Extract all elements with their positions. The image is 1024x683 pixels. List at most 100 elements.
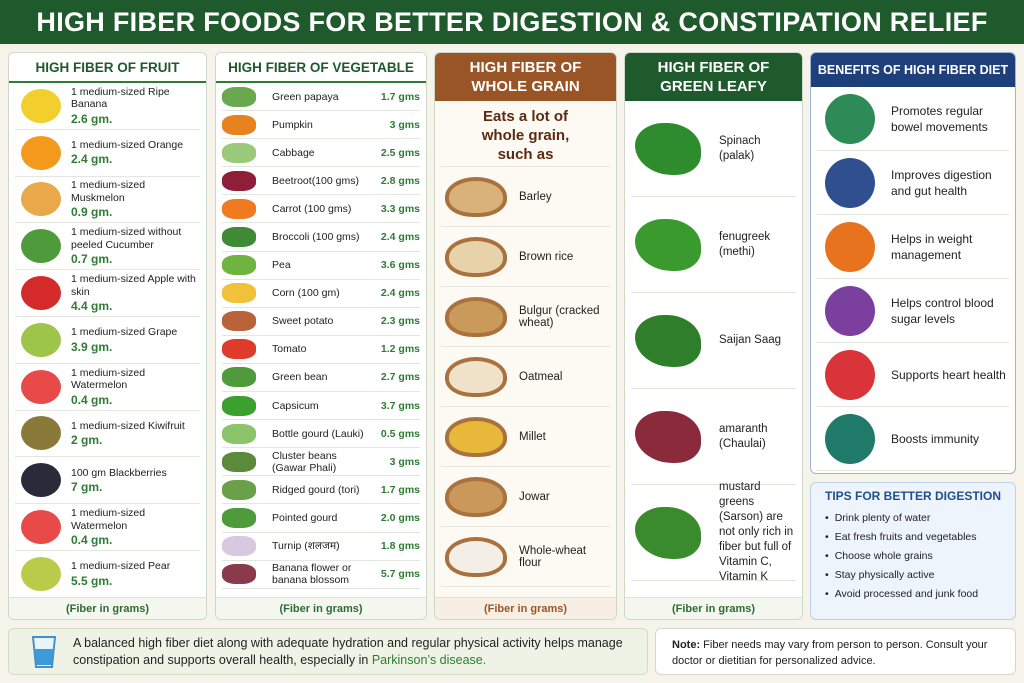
food-image: [21, 556, 61, 591]
panel-title: HIGH FIBER OF FRUIT: [9, 53, 206, 83]
food-image: [21, 88, 61, 123]
food-row: Sweet potato 2.3 gms: [222, 308, 420, 336]
food-row: 1 medium-sized Grape 3.9 gm.: [15, 317, 200, 364]
food-image: [21, 416, 61, 451]
food-text: 1 medium-sized Watermelon 0.4 gm.: [71, 507, 200, 547]
food-name: Green papaya: [272, 90, 339, 103]
benefit-icon: [825, 349, 875, 400]
fiber-amount: 3.9 gm.: [71, 339, 113, 354]
fiber-amount: 2.8 gms: [380, 174, 420, 187]
benefit-icon: [825, 93, 875, 144]
food-image: [222, 507, 256, 528]
food-image: [222, 283, 256, 304]
food-row: Pumpkin 3 gms: [222, 111, 420, 140]
benefit-text: Helps control blood sugar levels: [891, 295, 994, 326]
food-row: mustard greens (Sarson) are not only ric…: [631, 481, 796, 583]
tips-box: TIPS FOR BETTER DIGESTION Drink plenty o…: [810, 482, 1016, 620]
food-image: [222, 564, 256, 585]
food-row: Corn (100 gm) 2.4 gms: [222, 280, 420, 308]
summary-box: A balanced high fiber diet along with ad…: [8, 628, 648, 675]
food-image: [222, 367, 256, 388]
food-row: Saijan Saag: [631, 293, 796, 389]
food-name: Pointed gourd: [272, 511, 338, 524]
food-image: [635, 218, 701, 271]
food-name: Sweet potato: [272, 315, 334, 328]
food-row: Millet: [441, 407, 610, 467]
food-row: 1 medium-sized Muskmelon 0.9 gm.: [15, 177, 200, 224]
food-name: Turnip (शलजम): [272, 540, 340, 553]
food-row: Turnip (शलजम) 1.8 gms: [222, 533, 420, 561]
food-image: [21, 276, 61, 311]
food-image: [222, 86, 256, 107]
fiber-amount: 7 gm.: [71, 480, 103, 495]
food-text: 1 medium-sized Watermelon 0.4 gm.: [71, 367, 200, 407]
food-row: Green papaya 1.7 gms: [222, 83, 420, 112]
food-image: [445, 236, 507, 277]
food-row: Bulgur (cracked wheat): [441, 287, 610, 347]
fiber-amount: 3.7 gms: [380, 399, 420, 412]
food-name: 1 medium-sized Grape: [71, 326, 178, 339]
food-name: 1 medium-sized Muskmelon: [71, 179, 146, 204]
food-row: 1 medium-sized Apple with skin 4.4 gm.: [15, 270, 200, 317]
food-name: Barley: [519, 190, 552, 203]
food-row: Green bean 2.7 gms: [222, 364, 420, 393]
leafy-panel: HIGH FIBER OF GREEN LEAFY Spinach (palak…: [624, 52, 803, 620]
fiber-amount: 2.6 gm.: [71, 111, 113, 126]
panel-title: HIGH FIBER OF VEGETABLE: [216, 53, 426, 83]
panel-footer: (Fiber in grams): [9, 597, 206, 619]
food-name: 1 medium-sized Apple with skin: [71, 273, 196, 298]
food-name: Jowar: [519, 490, 550, 503]
benefit-icon: [825, 285, 875, 336]
fiber-amount: 0.4 gm.: [71, 533, 113, 548]
food-name: amaranth (Chaulai): [719, 422, 768, 450]
food-image: [222, 339, 256, 360]
food-row: 1 medium-sized Watermelon 0.4 gm.: [15, 364, 200, 411]
food-name: Oatmeal: [519, 370, 563, 383]
food-image: [635, 314, 701, 367]
food-row: Broccoli (100 gms) 2.4 gms: [222, 223, 420, 252]
food-name: 1 medium-sized Orange: [71, 138, 184, 151]
food-name: mustard greens (Sarson) are not only ric…: [719, 481, 794, 583]
food-row: Whole-wheat flour: [441, 527, 610, 587]
food-image: [21, 182, 61, 217]
food-row: Cabbage 2.5 gms: [222, 139, 420, 168]
food-image: [445, 176, 507, 217]
food-name: Broccoli (100 gms): [272, 231, 360, 244]
food-name: Brown rice: [519, 250, 574, 263]
fiber-amount: 2.0 gms: [380, 511, 420, 524]
fiber-amount: 2 gm.: [71, 433, 103, 448]
food-row: Banana flower or banana blossom 5.7 gms: [222, 561, 420, 589]
food-row: 1 medium-sized Watermelon 0.4 gm.: [15, 504, 200, 551]
food-name: 1 medium-sized Pear: [71, 560, 171, 573]
food-row: 1 medium-sized without peeled Cucumber 0.…: [15, 223, 200, 271]
water-glass-icon: [31, 636, 57, 668]
food-image: [635, 410, 701, 463]
fiber-amount: 1.7 gms: [380, 483, 420, 496]
food-text: 1 medium-sized Grape 3.9 gm.: [71, 326, 177, 354]
fiber-amount: 3 gms: [389, 118, 420, 131]
benefit-text: Promotes regular bowel movements: [891, 103, 988, 134]
food-name: Tomato: [272, 343, 307, 356]
food-row: Pointed gourd 2.0 gms: [222, 504, 420, 533]
panel-title: HIGH FIBER OF GREEN LEAFY: [625, 53, 802, 101]
benefit-text: Boosts immunity: [891, 431, 980, 446]
food-name: 1 medium-sized Kiwifruit: [71, 419, 185, 432]
food-name: Spinach (palak): [719, 134, 761, 162]
fiber-amount: 5.7 gms: [380, 568, 420, 581]
food-image: [222, 311, 256, 332]
food-text: 1 medium-sized Kiwifruit 2 gm.: [71, 420, 185, 448]
food-text: 1 medium-sized Apple with skin 4.4 gm.: [71, 273, 200, 313]
fiber-amount: 2.4 gm.: [71, 152, 113, 167]
fiber-amount: 0.7 gm.: [71, 252, 113, 267]
food-image: [222, 451, 256, 472]
food-text: 1 medium-sized Muskmelon 0.9 gm.: [71, 179, 200, 219]
tip-item: Avoid processed and junk food: [825, 585, 1001, 604]
food-name: Millet: [519, 430, 546, 443]
food-name: Ridged gourd (tori): [272, 483, 360, 496]
tip-item: Choose whole grains: [825, 547, 1001, 566]
food-image: [222, 170, 256, 191]
food-name: Beetroot(100 gms): [272, 174, 359, 187]
benefit-icon: [825, 157, 875, 208]
panel-title: BENEFITS OF HIGH FIBER DIET: [811, 53, 1015, 87]
